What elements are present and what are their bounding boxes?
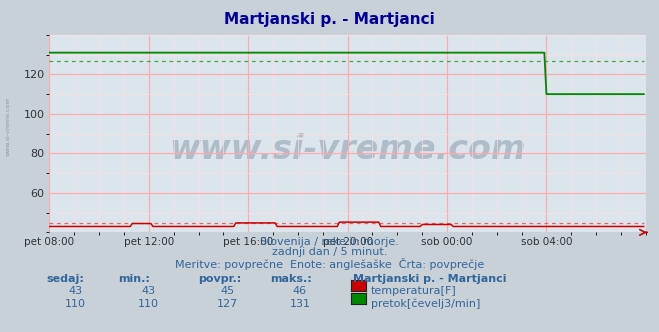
Text: Martjanski p. - Martjanci: Martjanski p. - Martjanci bbox=[224, 12, 435, 27]
Text: www.si-vreme.com: www.si-vreme.com bbox=[169, 133, 526, 166]
Text: pretok[čevelj3/min]: pretok[čevelj3/min] bbox=[371, 299, 480, 309]
Text: 45: 45 bbox=[220, 286, 235, 295]
Text: 43: 43 bbox=[69, 286, 83, 295]
Text: Slovenija / reke in morje.: Slovenija / reke in morje. bbox=[260, 237, 399, 247]
Text: 43: 43 bbox=[141, 286, 156, 295]
Text: 131: 131 bbox=[289, 299, 310, 309]
Text: Meritve: povprečne  Enote: anglešaške  Črta: povprečje: Meritve: povprečne Enote: anglešaške Črt… bbox=[175, 258, 484, 270]
Text: povpr.:: povpr.: bbox=[198, 274, 241, 284]
Text: sedaj:: sedaj: bbox=[46, 274, 84, 284]
Text: 110: 110 bbox=[65, 299, 86, 309]
Text: min.:: min.: bbox=[119, 274, 150, 284]
Text: maks.:: maks.: bbox=[270, 274, 312, 284]
Text: Martjanski p. - Martjanci: Martjanski p. - Martjanci bbox=[353, 274, 506, 284]
Text: temperatura[F]: temperatura[F] bbox=[371, 286, 457, 295]
Text: www.si-vreme.com: www.si-vreme.com bbox=[5, 96, 11, 156]
Text: 46: 46 bbox=[293, 286, 307, 295]
Text: zadnji dan / 5 minut.: zadnji dan / 5 minut. bbox=[272, 247, 387, 257]
Text: 127: 127 bbox=[217, 299, 238, 309]
Text: 110: 110 bbox=[138, 299, 159, 309]
